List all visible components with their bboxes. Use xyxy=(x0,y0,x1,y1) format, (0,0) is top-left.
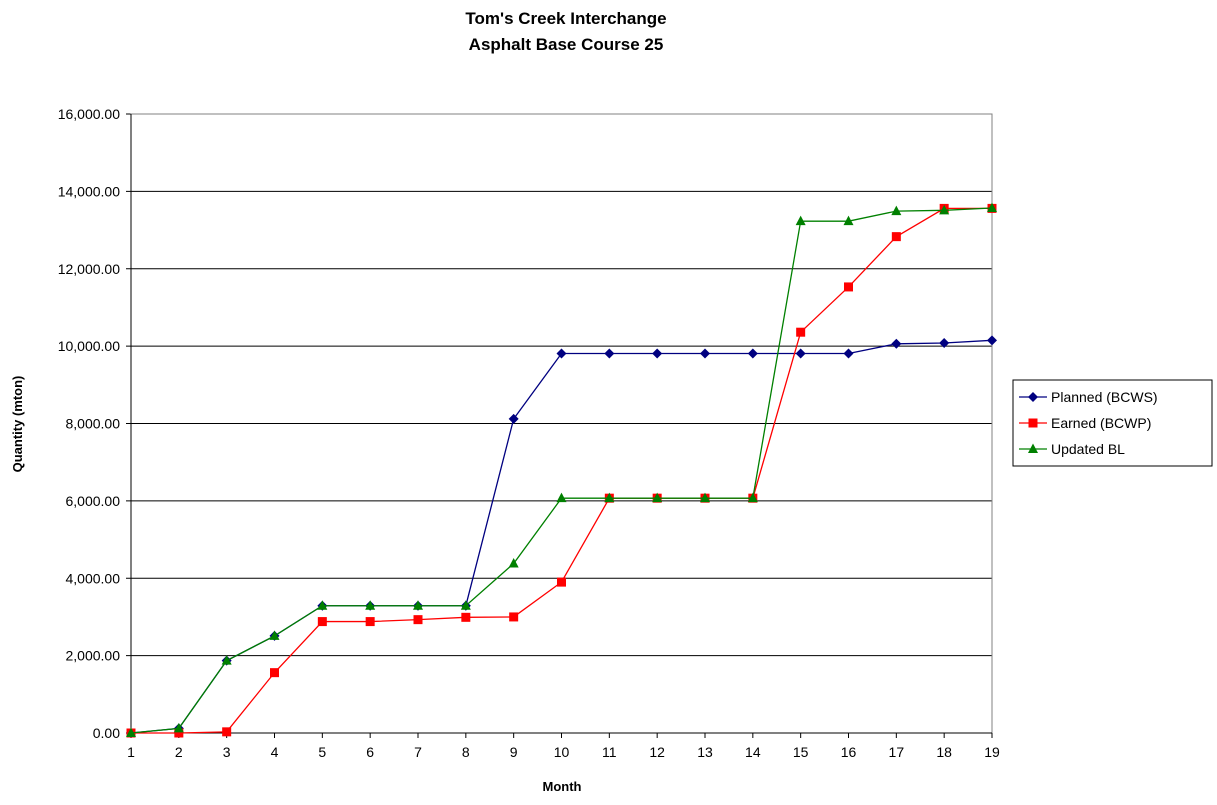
legend-marker xyxy=(1028,392,1038,402)
series-lines xyxy=(126,202,997,738)
data-point xyxy=(700,348,710,359)
x-axis-title: Month xyxy=(543,779,582,794)
legend: Planned (BCWS) Earned (BCWP) Updated BL xyxy=(1012,379,1213,467)
x-tick-label: 2 xyxy=(175,744,183,760)
data-point xyxy=(317,617,327,627)
data-point xyxy=(556,492,567,503)
x-tick-label: 15 xyxy=(793,744,809,760)
y-tick-label: 8,000.00 xyxy=(66,416,121,432)
axes: 0.00 2,000.00 4,000.00 6,000.00 8,000.00 10,0… xyxy=(58,106,1000,760)
data-point xyxy=(126,727,136,737)
data-point xyxy=(652,348,663,359)
x-tick-label: 14 xyxy=(745,744,761,760)
data-point xyxy=(843,215,854,226)
x-tick-label: 10 xyxy=(554,744,570,760)
data-point xyxy=(460,600,471,610)
x-tick-label: 12 xyxy=(649,744,665,760)
data-point xyxy=(987,202,997,213)
x-tick-label: 7 xyxy=(414,744,422,760)
y-tick-label: 4,000.00 xyxy=(66,570,121,586)
legend-marker xyxy=(1028,443,1038,453)
x-tick-label: 6 xyxy=(366,744,374,760)
series-3 xyxy=(126,202,997,737)
data-point xyxy=(891,205,902,216)
x-tick-label: 9 xyxy=(510,744,518,760)
data-point xyxy=(365,600,376,610)
x-tick-label: 19 xyxy=(984,744,1000,760)
data-point xyxy=(843,348,854,359)
y-axis-title: Quantity (mton) xyxy=(10,376,25,473)
data-point xyxy=(987,335,997,346)
legend-marker xyxy=(1028,418,1038,428)
data-point xyxy=(413,615,423,625)
data-point xyxy=(795,215,806,226)
series-1 xyxy=(126,335,997,738)
data-point xyxy=(796,327,806,337)
data-point xyxy=(508,558,519,568)
data-point xyxy=(604,492,615,503)
data-point xyxy=(844,282,853,292)
data-point xyxy=(700,492,710,503)
y-tick-label: 10,000.00 xyxy=(58,338,120,354)
data-point xyxy=(939,204,950,215)
y-tick-label: 0.00 xyxy=(93,725,120,741)
gridlines xyxy=(131,113,992,657)
series-2 xyxy=(126,203,997,738)
data-point xyxy=(747,492,758,503)
x-tick-label: 8 xyxy=(462,744,470,760)
chart-subtitle: Asphalt Base Course 25 xyxy=(469,35,664,54)
y-tick-label: 16,000.00 xyxy=(58,106,120,122)
y-tick-label: 14,000.00 xyxy=(58,183,120,199)
series-line xyxy=(130,207,993,734)
data-point xyxy=(556,348,567,359)
x-tick-label: 5 xyxy=(318,744,326,760)
data-point xyxy=(270,668,279,678)
legend-label: Earned (BCWP) xyxy=(1051,415,1151,431)
data-point xyxy=(269,630,280,640)
x-tick-label: 3 xyxy=(223,744,231,760)
x-tick-label: 4 xyxy=(271,744,279,760)
data-point xyxy=(652,492,663,503)
data-point xyxy=(173,722,184,733)
data-point xyxy=(747,348,758,359)
x-tick-label: 1 xyxy=(127,744,135,760)
data-point xyxy=(365,617,375,627)
x-tick-label: 16 xyxy=(841,744,857,760)
data-point xyxy=(509,612,519,622)
data-point xyxy=(891,338,902,349)
y-tick-label: 2,000.00 xyxy=(66,648,121,664)
y-tick-label: 6,000.00 xyxy=(66,493,121,509)
data-point xyxy=(795,348,806,359)
x-tick-label: 11 xyxy=(602,744,617,760)
x-tick-label: 18 xyxy=(936,744,952,760)
data-point xyxy=(317,600,328,610)
data-point xyxy=(557,577,566,587)
legend-label: Updated BL xyxy=(1051,441,1125,457)
data-point xyxy=(891,232,901,242)
data-point xyxy=(221,655,232,665)
data-point xyxy=(604,348,615,359)
data-point xyxy=(222,727,232,737)
x-tick-label: 17 xyxy=(889,744,905,760)
series-line xyxy=(130,339,993,734)
y-tick-label: 12,000.00 xyxy=(58,261,120,277)
data-point xyxy=(174,728,184,738)
x-tick-label: 13 xyxy=(697,744,713,760)
data-point xyxy=(413,600,423,610)
data-point xyxy=(508,413,519,424)
chart-title: Tom's Creek Interchange xyxy=(465,9,666,28)
data-point xyxy=(939,338,950,349)
series-line xyxy=(131,207,992,734)
legend-label: Planned (BCWS) xyxy=(1051,389,1158,405)
data-point xyxy=(461,612,471,622)
